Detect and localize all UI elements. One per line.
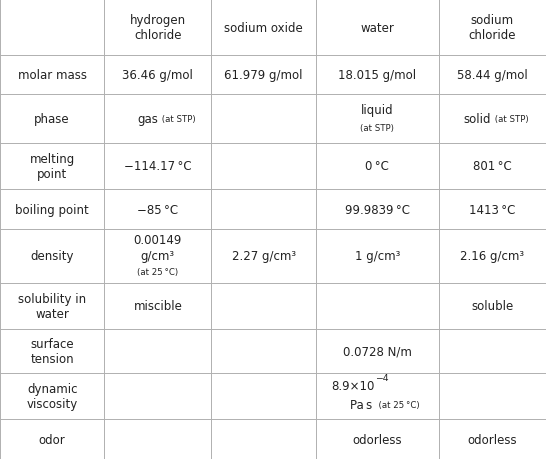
Text: 8.9×10: 8.9×10: [331, 380, 375, 392]
Text: dynamic
viscosity: dynamic viscosity: [27, 382, 78, 410]
Text: 801 °C: 801 °C: [473, 160, 512, 173]
Text: phase: phase: [34, 112, 70, 126]
Text: water: water: [360, 22, 394, 34]
Text: (at STP): (at STP): [159, 115, 195, 123]
Text: odor: odor: [39, 432, 66, 446]
Text: odorless: odorless: [467, 432, 517, 446]
Text: 99.9839 °C: 99.9839 °C: [345, 203, 410, 216]
Text: sodium oxide: sodium oxide: [224, 22, 303, 34]
Text: sodium
chloride: sodium chloride: [468, 14, 516, 42]
Text: 18.015 g/mol: 18.015 g/mol: [338, 69, 417, 82]
Text: hydrogen
chloride: hydrogen chloride: [130, 14, 186, 42]
Text: boiling point: boiling point: [15, 203, 89, 216]
Text: Pa s: Pa s: [349, 398, 372, 411]
Text: (at STP): (at STP): [492, 115, 529, 123]
Text: g/cm³: g/cm³: [141, 250, 175, 263]
Text: miscible: miscible: [133, 300, 182, 313]
Text: 61.979 g/mol: 61.979 g/mol: [224, 69, 303, 82]
Text: 0 °C: 0 °C: [365, 160, 389, 173]
Text: 1413 °C: 1413 °C: [469, 203, 515, 216]
Text: 2.16 g/cm³: 2.16 g/cm³: [460, 250, 525, 263]
Text: liquid: liquid: [361, 104, 394, 117]
Text: 2.27 g/cm³: 2.27 g/cm³: [232, 250, 296, 263]
Text: molar mass: molar mass: [17, 69, 87, 82]
Text: density: density: [31, 250, 74, 263]
Text: odorless: odorless: [353, 432, 402, 446]
Text: −114.17 °C: −114.17 °C: [124, 160, 192, 173]
Text: solid: solid: [464, 112, 491, 126]
Text: soluble: soluble: [471, 300, 514, 313]
Text: −85 °C: −85 °C: [138, 203, 179, 216]
Text: surface
tension: surface tension: [31, 337, 74, 365]
Text: gas: gas: [137, 112, 158, 126]
Text: (at 25 °C): (at 25 °C): [138, 268, 179, 277]
Text: 1 g/cm³: 1 g/cm³: [354, 250, 400, 263]
Text: melting
point: melting point: [29, 152, 75, 180]
Text: solubility in
water: solubility in water: [18, 292, 86, 320]
Text: 0.00149: 0.00149: [134, 234, 182, 246]
Text: −4: −4: [375, 374, 389, 382]
Text: (at STP): (at STP): [360, 123, 394, 132]
Text: 58.44 g/mol: 58.44 g/mol: [457, 69, 528, 82]
Text: (at 25 °C): (at 25 °C): [373, 400, 419, 409]
Text: 0.0728 N/m: 0.0728 N/m: [343, 345, 412, 358]
Text: 36.46 g/mol: 36.46 g/mol: [122, 69, 193, 82]
